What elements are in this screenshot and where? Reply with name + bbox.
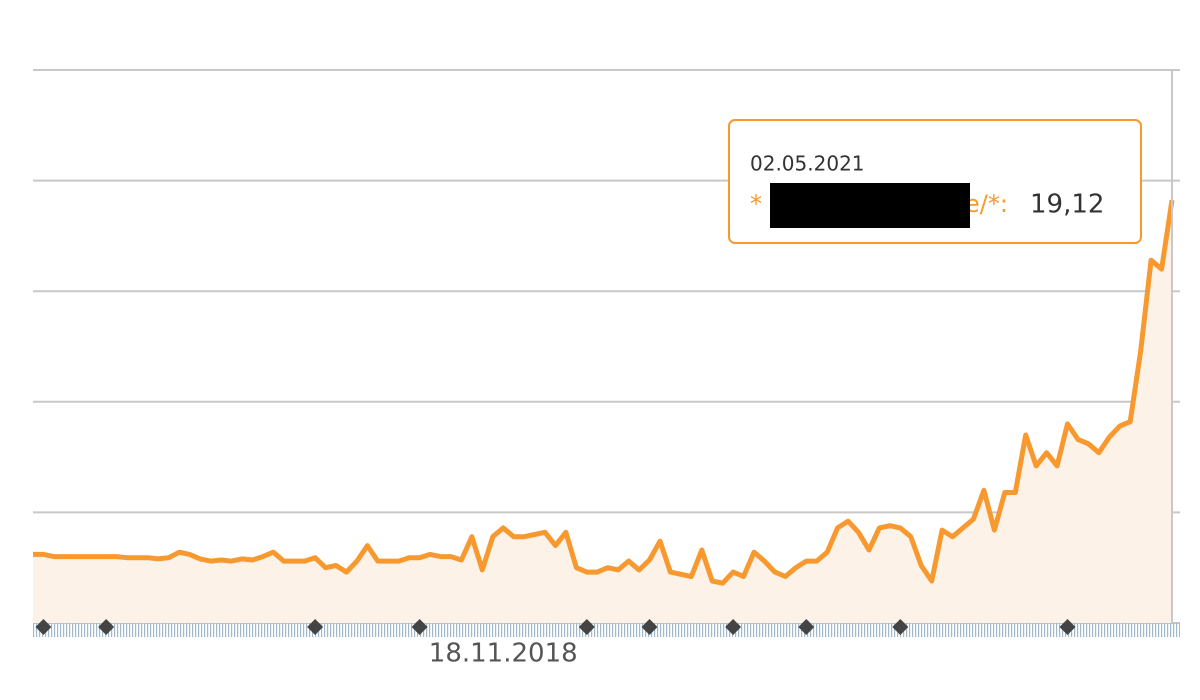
plot <box>33 199 1175 623</box>
event-marker <box>798 619 815 635</box>
event-marker <box>725 619 742 635</box>
event-marker <box>578 619 595 635</box>
tooltip-value: 19,12 <box>1030 190 1104 220</box>
event-marker <box>307 619 324 635</box>
line <box>33 199 1175 586</box>
event-marker <box>411 619 428 635</box>
tooltip: 02.05.2021 * e/*: 19,12 <box>728 119 1142 244</box>
event-marker <box>641 619 658 635</box>
event-marker <box>1059 619 1076 635</box>
redaction <box>770 183 970 228</box>
event-marker <box>98 619 115 635</box>
area <box>33 200 1172 623</box>
event-marker <box>35 619 52 635</box>
x-axis-band <box>33 623 1180 637</box>
x-tick-label: 18.11.2018 <box>429 639 578 669</box>
tooltip-date: 02.05.2021 <box>750 152 865 176</box>
tooltip-series-name: e/*: <box>965 190 1008 218</box>
event-marker <box>892 619 909 635</box>
x-axis: 18.11.2018 <box>35 619 1076 669</box>
tooltip-series-name: * <box>750 190 762 218</box>
